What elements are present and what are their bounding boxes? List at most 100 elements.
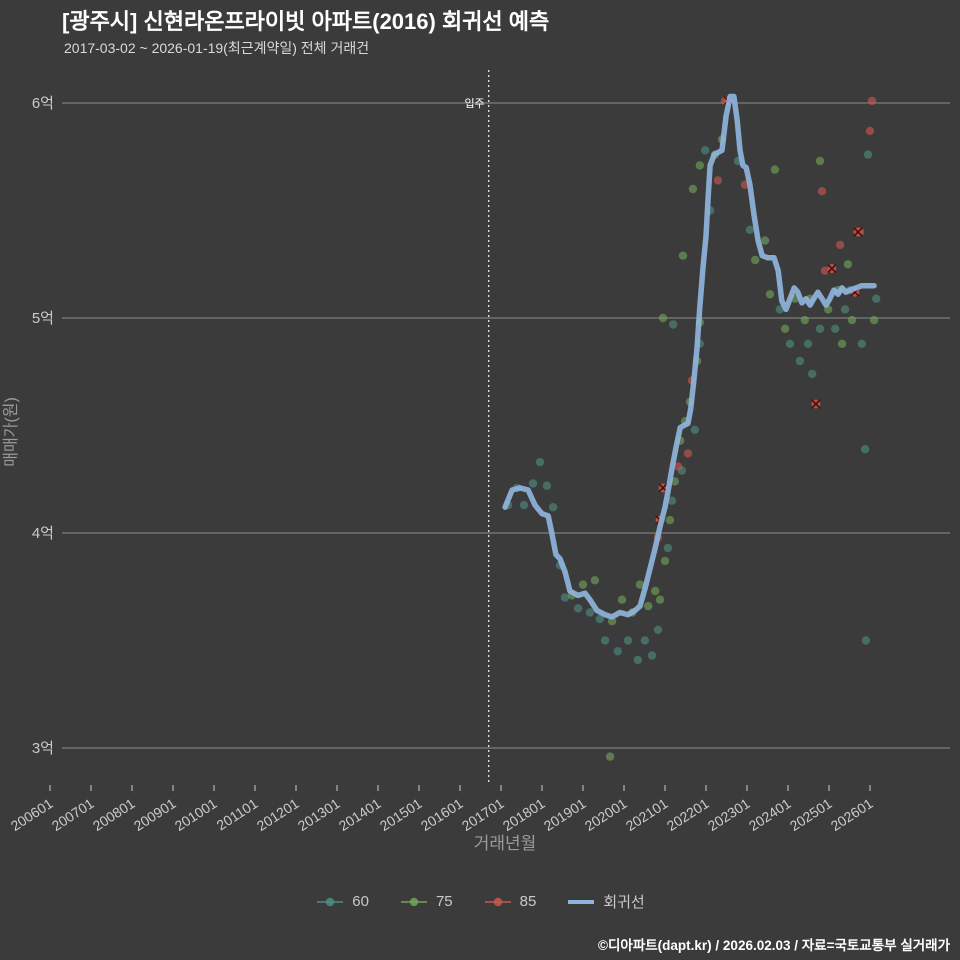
data-point-75[interactable] [665, 515, 675, 525]
data-point-60[interactable] [613, 647, 622, 656]
data-point-75[interactable] [800, 315, 809, 325]
cancel-x-icon [853, 227, 863, 237]
legend-item-75[interactable]: 75 [399, 893, 453, 910]
legend-item-85[interactable]: 85 [483, 893, 536, 910]
x-tick-label: 201601 [418, 795, 466, 834]
data-point-75[interactable] [651, 586, 660, 596]
data-point-60[interactable] [573, 604, 583, 613]
data-point-60[interactable] [535, 457, 545, 467]
data-point-75[interactable] [847, 315, 857, 325]
x-tick-label: 201901 [541, 795, 589, 834]
data-point-60[interactable] [745, 225, 755, 234]
data-point-75[interactable] [660, 556, 670, 566]
x-tick-label: 202201 [664, 795, 712, 834]
data-point-60[interactable] [795, 356, 805, 366]
data-point-75[interactable] [770, 165, 780, 174]
data-point-60[interactable] [585, 608, 595, 617]
data-point-60[interactable] [623, 636, 633, 645]
data-point-85[interactable] [820, 266, 830, 275]
data-point-85[interactable] [713, 176, 723, 185]
data-point-75[interactable] [765, 290, 775, 299]
data-point-75[interactable] [760, 236, 770, 245]
x-tick-label: 200601 [8, 795, 56, 834]
x-tick-label: 202301 [705, 795, 753, 834]
data-point-60[interactable] [863, 150, 873, 159]
x-tick-label: 201301 [295, 795, 343, 834]
data-point-60[interactable] [542, 481, 552, 490]
x-tick-label: 201801 [500, 795, 548, 834]
data-point-75[interactable] [688, 184, 698, 194]
data-point-75[interactable] [843, 260, 853, 269]
data-point-60[interactable] [647, 651, 657, 660]
data-point-75[interactable] [578, 580, 588, 589]
data-point-60[interactable] [669, 320, 678, 329]
data-point-60[interactable] [548, 503, 558, 512]
data-point-60[interactable] [595, 614, 604, 624]
x-tick-label: 201501 [377, 795, 425, 834]
data-point-85[interactable] [835, 240, 845, 250]
data-point-85[interactable] [865, 126, 875, 136]
data-point-60[interactable] [785, 339, 795, 348]
data-point-60[interactable] [815, 324, 825, 333]
data-point-75[interactable] [815, 156, 825, 166]
x-tick-label: 200801 [90, 795, 138, 834]
x-tick-label: 202101 [623, 795, 671, 834]
legend-item-회귀선[interactable]: 회귀선 [566, 891, 645, 912]
data-point-60[interactable] [633, 655, 643, 665]
data-point-75[interactable] [605, 752, 615, 761]
y-tick-label: 5억 [32, 310, 54, 327]
chart-svg[interactable]: 3억4억5억6억20060120070120080120090120100120… [0, 62, 960, 862]
legend-label: 75 [435, 893, 453, 910]
legend-line-icon [568, 899, 595, 904]
cancel-x-icon [811, 399, 821, 409]
data-point-75[interactable] [617, 595, 627, 604]
footer-credit: ©디아파트(dapt.kr) / 2026.02.03 / 자료=국토교통부 실… [598, 938, 950, 953]
data-point-60[interactable] [860, 445, 870, 454]
legend-item-60[interactable]: 60 [315, 893, 369, 910]
data-point-60[interactable] [560, 593, 570, 602]
data-point-75[interactable] [678, 251, 688, 260]
data-point-60[interactable] [663, 543, 673, 553]
data-point-75[interactable] [869, 315, 879, 325]
data-point-60[interactable] [600, 636, 610, 645]
data-point-60[interactable] [640, 636, 650, 645]
x-tick-label: 200701 [49, 795, 97, 834]
data-point-85[interactable] [867, 96, 877, 106]
data-point-85[interactable] [683, 449, 693, 458]
data-point-60[interactable] [775, 305, 784, 314]
data-point-75[interactable] [655, 595, 665, 604]
data-point-75[interactable] [635, 580, 645, 589]
data-point-60[interactable] [528, 479, 538, 488]
data-point-60[interactable] [667, 496, 677, 505]
data-point-60[interactable] [808, 369, 817, 379]
regression-line[interactable] [502, 93, 877, 620]
data-point-60[interactable] [803, 339, 813, 348]
data-point-60[interactable] [872, 294, 881, 303]
data-point-85[interactable] [817, 187, 827, 196]
legend-label: 60 [352, 893, 369, 910]
x-tick-label: 202401 [746, 795, 794, 834]
data-point-75[interactable] [644, 601, 653, 611]
data-point-60[interactable] [861, 636, 871, 645]
x-tick-label: 200901 [131, 795, 179, 834]
data-point-85[interactable] [673, 462, 683, 471]
data-point-60[interactable] [701, 146, 710, 155]
data-point-75[interactable] [837, 339, 847, 348]
cancel-x-icon [827, 263, 837, 274]
data-point-75[interactable] [590, 576, 600, 585]
data-point-60[interactable] [690, 425, 700, 434]
data-point-60[interactable] [857, 339, 866, 348]
data-point-60[interactable] [519, 500, 529, 510]
y-axis-title: 매매가(원) [2, 397, 20, 467]
chart-legend: 60 75 85 회귀선 [0, 891, 960, 912]
data-point-60[interactable] [840, 305, 850, 314]
data-point-60[interactable] [653, 625, 663, 634]
data-point-75[interactable] [751, 255, 760, 265]
x-tick-label: 201401 [336, 795, 384, 834]
data-point-60[interactable] [831, 324, 840, 333]
data-point-75[interactable] [695, 161, 704, 170]
data-point-75[interactable] [658, 313, 668, 323]
x-tick-label: 201201 [254, 795, 302, 834]
y-tick-label: 3억 [32, 740, 54, 757]
data-point-75[interactable] [780, 324, 790, 333]
